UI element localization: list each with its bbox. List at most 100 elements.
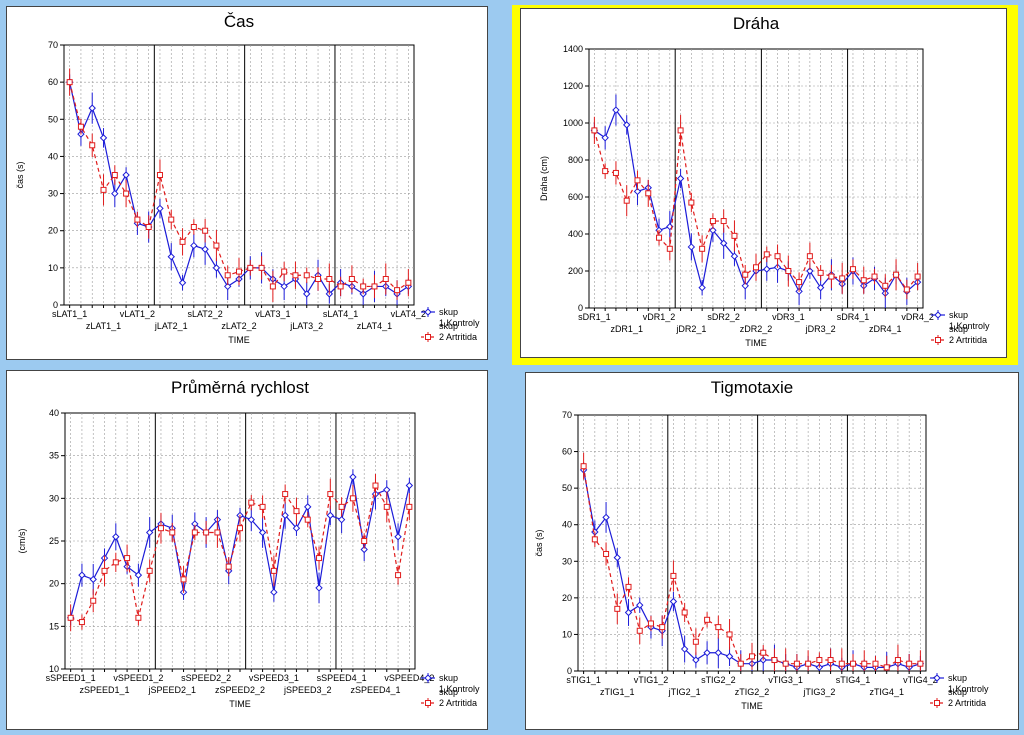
y-tick-label: 60 (48, 77, 58, 87)
y-tick-label: 1200 (563, 81, 583, 91)
y-axis-label: Dráha (cm) (539, 156, 549, 201)
point-artritida (101, 567, 108, 574)
y-tick-label: 20 (562, 593, 572, 603)
x-tick-label: jLAT3_2 (289, 321, 323, 331)
point-kontroly (714, 649, 723, 657)
y-tick-label: 40 (49, 408, 59, 418)
legend-marker-kontroly (934, 311, 942, 319)
point-kontroly (212, 264, 221, 272)
point-artritida (90, 597, 97, 604)
y-tick-label: 15 (49, 621, 59, 631)
point-artritida (123, 190, 130, 197)
y-tick-label: 70 (562, 410, 572, 420)
point-artritida (213, 242, 220, 249)
point-artritida (326, 276, 333, 282)
legend-title: skup (439, 687, 458, 697)
x-tick-label: sLAT1_1 (52, 309, 87, 319)
chart-title: Dráha (733, 14, 780, 33)
chart-panel-cas: Čas 0 10 20 30 40 50 60 70 sLAT1_1 vLAT1_2 sLAT2_2 v… (6, 6, 488, 360)
x-tick-label: zDR1_1 (610, 324, 643, 334)
point-kontroly (763, 265, 771, 273)
x-tick-label: jSPEED2_1 (147, 685, 196, 695)
x-tick-label: zLAT1_1 (86, 321, 121, 331)
point-artritida (78, 619, 85, 626)
legend-marker-artritida (425, 334, 431, 340)
x-tick-label: sTIG4_1 (836, 675, 871, 685)
point-kontroly (623, 121, 631, 129)
legend-marker-artritida (935, 337, 941, 343)
point-kontroly (636, 601, 644, 609)
legend-label-kontroly: 1 Kontroly (948, 684, 989, 694)
point-artritida (348, 276, 355, 282)
y-tick-label: 40 (562, 520, 572, 530)
point-artritida (636, 627, 643, 634)
point-kontroly (349, 473, 357, 481)
point-artritida (112, 559, 119, 566)
legend-title: skup (949, 310, 968, 320)
chart-panel-rychlost: Průměrná rychlost 10 15 20 25 30 35 40 sSPEED1_1… (6, 370, 488, 730)
point-artritida (190, 224, 197, 230)
point-artritida (793, 660, 800, 667)
point-artritida (591, 536, 598, 543)
x-tick-label: zLAT4_1 (357, 321, 392, 331)
point-artritida (699, 245, 706, 252)
point-artritida (603, 550, 610, 557)
point-artritida (623, 197, 630, 204)
point-kontroly (337, 515, 346, 524)
point-artritida (917, 660, 924, 667)
point-artritida (580, 463, 587, 470)
point-kontroly (112, 533, 120, 541)
point-artritida (742, 271, 749, 278)
point-artritida (850, 660, 857, 667)
x-tick-label: zTIG4_1 (869, 687, 904, 697)
x-tick-label: zDR2_2 (740, 324, 773, 334)
point-artritida (360, 283, 367, 290)
point-artritida (893, 271, 900, 278)
point-kontroly (88, 104, 96, 112)
point-artritida (89, 142, 96, 149)
point-kontroly (613, 553, 621, 562)
chart-title: Čas (224, 12, 254, 31)
point-kontroly (741, 282, 749, 290)
point-artritida (670, 572, 677, 579)
y-tick-label: 1400 (563, 44, 583, 54)
point-artritida (168, 216, 175, 223)
point-artritida (349, 495, 356, 502)
x-axis-label: TIME (229, 699, 251, 709)
point-artritida (838, 660, 845, 667)
chart-rychlost: Průměrná rychlost 10 15 20 25 30 35 40 sSPEED1_1… (17, 378, 480, 709)
point-kontroly (394, 533, 402, 541)
point-artritida (382, 276, 389, 282)
x-axis-label: TIME (741, 701, 763, 711)
point-kontroly (78, 571, 86, 579)
y-tick-label: 200 (568, 266, 583, 276)
point-artritida (156, 172, 163, 178)
point-kontroly (167, 253, 175, 261)
point-artritida (817, 269, 824, 276)
y-tick-label: 10 (562, 629, 572, 639)
point-artritida (860, 277, 867, 284)
point-artritida (225, 563, 232, 570)
point-kontroly (280, 282, 288, 291)
x-tick-label: zSPEED4_1 (350, 685, 400, 695)
point-kontroly (178, 279, 187, 287)
point-kontroly (156, 204, 164, 213)
point-artritida (315, 276, 322, 282)
point-artritida (247, 264, 254, 271)
x-tick-label: zLAT2_2 (221, 321, 256, 331)
point-artritida (871, 273, 878, 280)
point-kontroly (326, 511, 335, 520)
point-artritida (237, 525, 243, 532)
y-axis-label: (cm/s) (17, 529, 27, 554)
point-artritida (304, 516, 311, 523)
point-artritida (405, 279, 412, 286)
point-artritida (720, 218, 727, 225)
y-axis-label: čas (s) (15, 161, 25, 188)
point-artritida (591, 127, 598, 134)
legend-title: skup (948, 687, 967, 697)
x-axis-label: TIME (745, 338, 767, 348)
point-artritida (224, 272, 231, 279)
point-kontroly (89, 575, 97, 584)
chart-draha: Dráha 0 200 400 600 800 1000 1200 1400 sDR1_1 vDR1… (539, 14, 990, 348)
